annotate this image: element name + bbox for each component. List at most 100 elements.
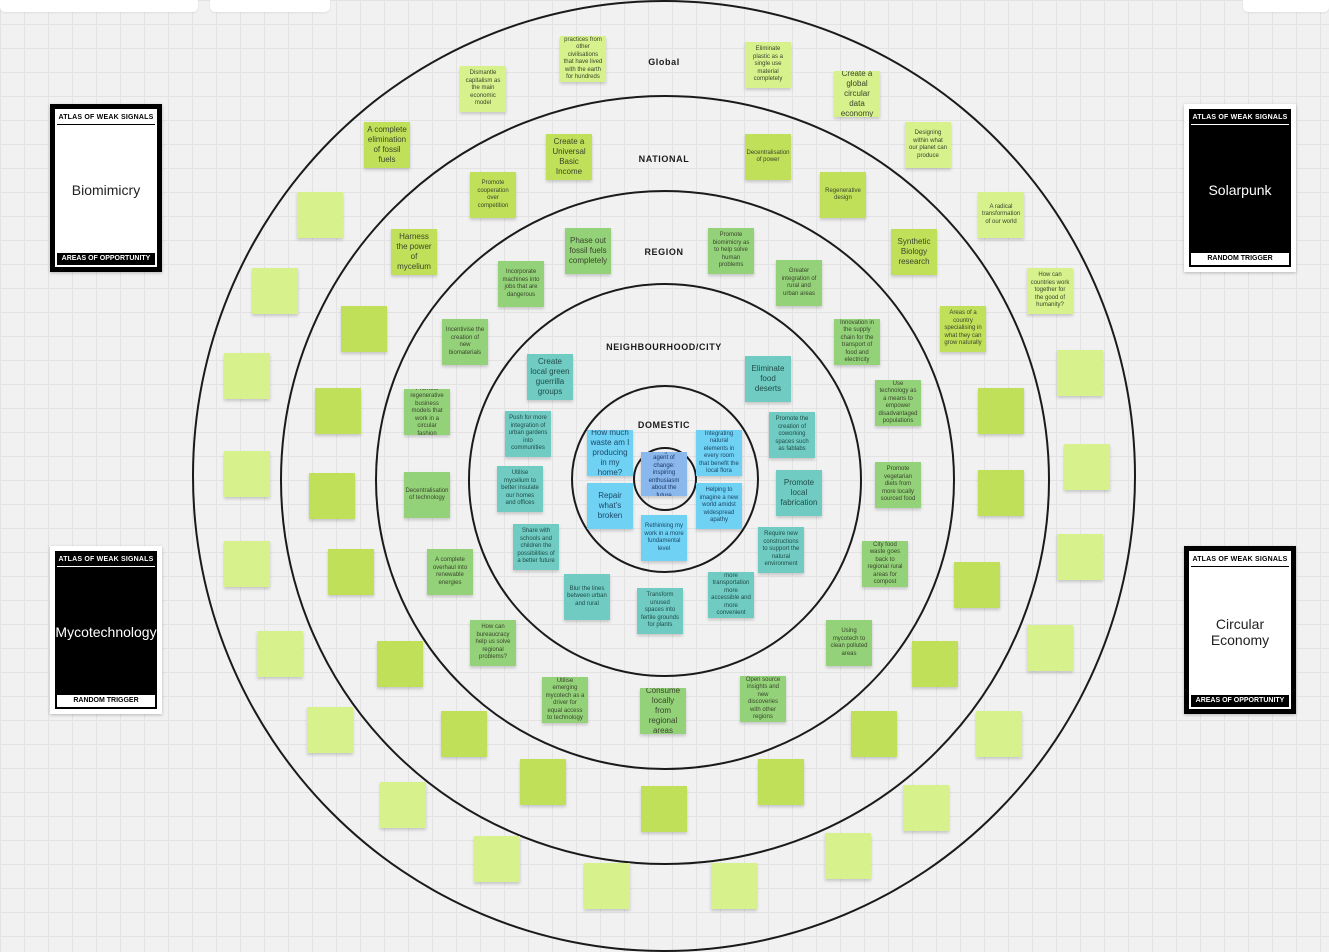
toolbar-panel-left	[0, 0, 198, 12]
sticky-note[interactable]: Utilise mycelium to better insulate our …	[497, 466, 543, 512]
sticky-note[interactable]	[474, 836, 520, 882]
ring-region	[375, 190, 955, 770]
sticky-note[interactable]: Promote cooperation over competition	[470, 172, 516, 218]
sticky-note[interactable]	[257, 631, 303, 677]
sticky-note[interactable]: Create a Universal Basic Income	[546, 134, 592, 180]
sticky-note[interactable]: Utilise emerging mycotech as a driver fo…	[542, 677, 588, 723]
sticky-note[interactable]: A radical transformation of our world	[978, 192, 1024, 238]
sticky-note[interactable]	[224, 541, 270, 587]
sticky-note[interactable]: Consume locally from regional areas	[640, 688, 686, 734]
sticky-note[interactable]: Phase out fossil fuels completely	[565, 228, 611, 274]
sticky-note[interactable]: Promote local fabrication	[776, 470, 822, 516]
sticky-note[interactable]: Promote regenerative business models tha…	[404, 389, 450, 435]
ring-label-neighbourhood: NEIGHBOURHOOD/CITY	[606, 342, 722, 352]
sticky-note[interactable]	[903, 785, 949, 831]
sticky-note[interactable]: A complete elimination of fossil fuels	[364, 122, 410, 168]
sticky-note[interactable]: Greater integration of rural and urban a…	[776, 260, 822, 306]
sticky-note[interactable]: Create a global circular data economy	[834, 71, 880, 117]
sticky-note[interactable]	[224, 353, 270, 399]
ring-label-national: NATIONAL	[638, 154, 690, 164]
sticky-note[interactable]: Eliminate plastic as a single use materi…	[745, 42, 791, 88]
ring-label-domestic: DOMESTIC	[637, 420, 691, 430]
sticky-note[interactable]: Harness the power of mycelium	[391, 229, 437, 275]
sticky-note[interactable]: Blur the lines between urban and rural	[564, 574, 610, 620]
sticky-note[interactable]: Being an agent of change: inspiring enth…	[641, 452, 687, 496]
sticky-note[interactable]: How can bureaucracy help us solve region…	[470, 620, 516, 666]
sticky-note[interactable]	[978, 470, 1024, 516]
ring-global	[192, 0, 1136, 952]
sticky-note[interactable]	[851, 711, 897, 757]
ring-neighbourhood	[468, 283, 862, 677]
sticky-note[interactable]: Dismantle capitalism as the main economi…	[460, 66, 506, 112]
ring-center	[633, 447, 697, 511]
sticky-note[interactable]	[711, 863, 757, 909]
sticky-note[interactable]: Share best practices from other civilisa…	[560, 36, 606, 82]
sticky-note[interactable]	[341, 306, 387, 352]
sticky-note[interactable]	[1057, 534, 1103, 580]
sticky-note[interactable]	[297, 192, 343, 238]
sticky-note[interactable]: Helping to imagine a new world amidst wi…	[696, 483, 742, 529]
sticky-note[interactable]: Incentivise the creation of new biomater…	[442, 319, 488, 365]
sticky-note[interactable]	[912, 641, 958, 687]
sticky-note[interactable]	[758, 759, 804, 805]
sticky-note[interactable]	[976, 711, 1022, 757]
sticky-note[interactable]: Push for more integration of urban garde…	[505, 411, 551, 457]
sticky-note[interactable]	[1064, 444, 1110, 490]
sticky-note[interactable]: Work towards more transportation more ac…	[708, 572, 754, 618]
card-mycotechnology[interactable]: ATLAS OF WEAK SIGNALS Mycotechnology RAN…	[50, 546, 162, 714]
sticky-note[interactable]	[315, 388, 361, 434]
sticky-note[interactable]: Decentralisation of power	[745, 134, 791, 180]
toolbar-panel-center	[210, 0, 330, 12]
sticky-note[interactable]	[825, 833, 871, 879]
sticky-note[interactable]	[1027, 625, 1073, 671]
sticky-note[interactable]	[978, 388, 1024, 434]
sticky-note[interactable]: Share with schools and children the poss…	[513, 524, 559, 570]
ring-national	[280, 95, 1050, 865]
card-footer: AREAS OF OPPORTUNITY	[57, 253, 155, 265]
sticky-note[interactable]: Integrating natural elements in every ro…	[696, 430, 742, 476]
card-header: ATLAS OF WEAK SIGNALS	[57, 112, 155, 125]
sticky-note[interactable]	[380, 782, 426, 828]
card-title: Circular Economy	[1210, 616, 1270, 648]
sticky-note[interactable]: Create local green guerrilla groups	[527, 354, 573, 400]
sticky-note[interactable]	[1057, 350, 1103, 396]
sticky-note[interactable]	[441, 711, 487, 757]
sticky-note[interactable]: Promote vegetarian diets from more local…	[875, 462, 921, 508]
sticky-note[interactable]: Rethinking my work in a more fundamental…	[641, 515, 687, 561]
sticky-note[interactable]: City food waste goes back to regional ru…	[862, 541, 908, 587]
sticky-note[interactable]	[307, 707, 353, 753]
sticky-note[interactable]: Promote the creation of coworking spaces…	[769, 412, 815, 458]
sticky-note[interactable]	[954, 562, 1000, 608]
sticky-note[interactable]: Require new constructions to support the…	[758, 527, 804, 573]
sticky-note[interactable]	[252, 268, 298, 314]
sticky-note[interactable]: Repair what's broken	[587, 483, 633, 529]
sticky-note[interactable]	[377, 641, 423, 687]
sticky-note[interactable]	[224, 451, 270, 497]
sticky-note[interactable]: Designing within what our planet can pro…	[905, 122, 951, 168]
sticky-note[interactable]	[328, 549, 374, 595]
sticky-note[interactable]: Promote biomimicry as to help solve huma…	[708, 228, 754, 274]
sticky-note[interactable]: Regenerative design	[820, 172, 866, 218]
sticky-note[interactable]: Use technology as a means to empower dis…	[875, 380, 921, 426]
sticky-note[interactable]: Open source insights and new discoveries…	[740, 676, 786, 722]
sticky-note[interactable]	[584, 863, 630, 909]
sticky-note[interactable]: Incorporate machines into jobs that are …	[498, 261, 544, 307]
sticky-note[interactable]: Eliminate food deserts	[745, 356, 791, 402]
sticky-note[interactable]	[641, 786, 687, 832]
sticky-note[interactable]	[309, 473, 355, 519]
sticky-note[interactable]: Areas of a country specialising in what …	[940, 306, 986, 352]
card-title: Biomimicry	[71, 182, 141, 198]
sticky-note[interactable]: How much waste am I producing in my home…	[587, 430, 633, 476]
sticky-note[interactable]: Decentralisation of technology	[404, 472, 450, 518]
sticky-note[interactable]: Synthetic Biology research	[891, 229, 937, 275]
sticky-note[interactable]: Transform unused spaces into fertile gro…	[637, 588, 683, 634]
card-circular-economy[interactable]: ATLAS OF WEAK SIGNALS Circular Economy A…	[1184, 546, 1296, 714]
sticky-note[interactable]: A complete overhaul into renewable energ…	[427, 549, 473, 595]
sticky-note[interactable]	[520, 759, 566, 805]
sticky-note[interactable]: Using mycotech to clean polluted areas	[826, 620, 872, 666]
card-biomimicry[interactable]: ATLAS OF WEAK SIGNALS Biomimicry AREAS O…	[50, 104, 162, 272]
sticky-note[interactable]: How can countries work together for the …	[1027, 268, 1073, 314]
sticky-note[interactable]: Innovation in the supply chain for the t…	[834, 319, 880, 365]
card-solarpunk[interactable]: ATLAS OF WEAK SIGNALS Solarpunk RANDOM T…	[1184, 104, 1296, 272]
